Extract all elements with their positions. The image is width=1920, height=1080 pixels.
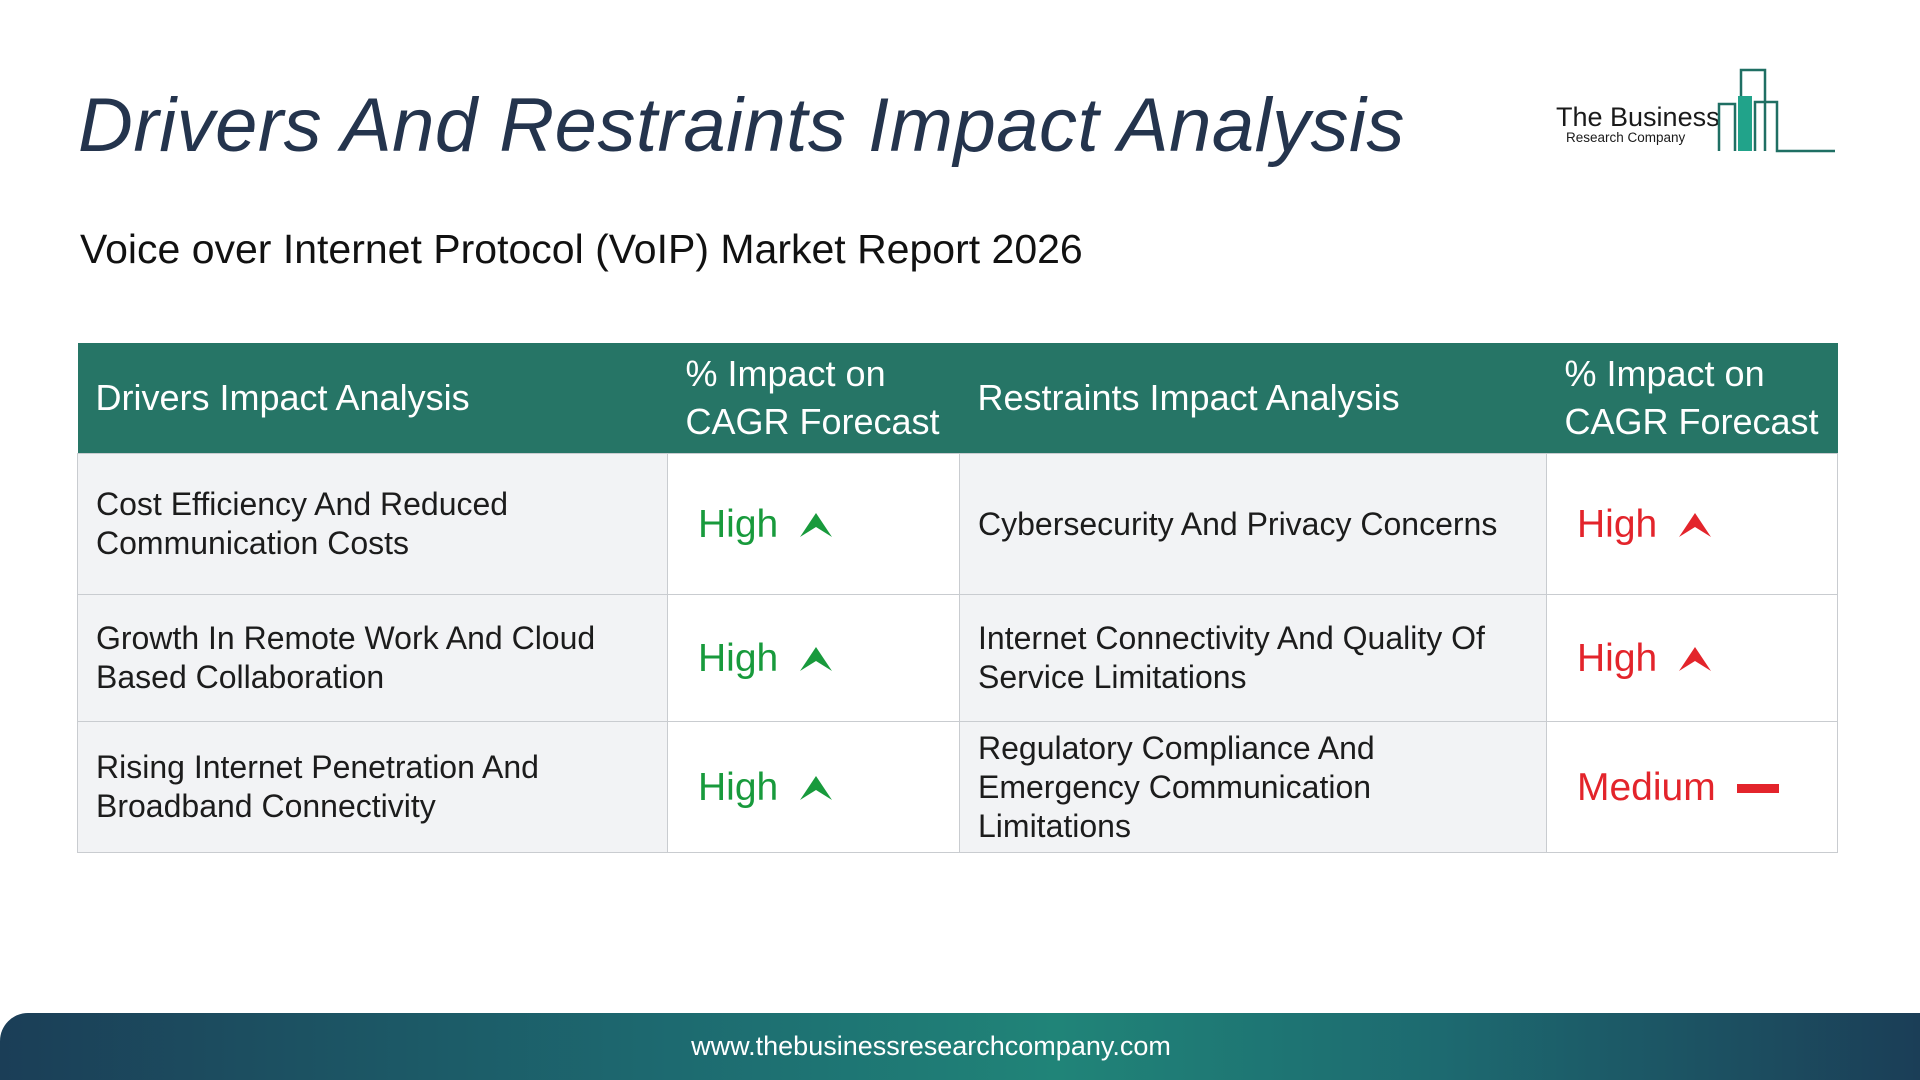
driver-impact-label: High [698, 503, 779, 547]
red-dash-icon [1736, 784, 1779, 794]
company-logo: The Business Research Company [1552, 66, 1837, 156]
logo-name: The Business [1556, 102, 1720, 132]
header-restraints: Restraints Impact Analysis [959, 343, 1547, 454]
restraint-impact-label: High [1577, 503, 1658, 547]
restraint-impact-cell: High [1546, 594, 1838, 722]
red-up-arrow-icon [1679, 513, 1712, 538]
driver-cell: Rising Internet Penetration And Broadban… [77, 721, 668, 853]
driver-impact-label: High [698, 637, 779, 681]
table-row: Rising Internet Penetration And Broadban… [77, 721, 1838, 853]
logo-subtitle: Research Company [1566, 130, 1686, 145]
driver-impact-cell: High [667, 721, 960, 853]
green-up-arrow-icon [800, 776, 833, 801]
red-up-arrow-icon [1679, 647, 1712, 672]
page-title: Drivers And Restraints Impact Analysis [78, 83, 1405, 168]
restraint-impact-label: High [1577, 637, 1658, 681]
impact-table: Drivers Impact Analysis % Impact on CAGR… [77, 343, 1838, 853]
table-header-row: Drivers Impact Analysis % Impact on CAGR… [77, 343, 1838, 454]
restraint-cell: Internet Connectivity And Quality Of Ser… [959, 594, 1547, 722]
footer-website-link[interactable]: www.thebusinessresearchcompany.com [691, 1031, 1171, 1061]
header-drivers: Drivers Impact Analysis [77, 343, 668, 454]
report-subtitle: Voice over Internet Protocol (VoIP) Mark… [80, 226, 1083, 272]
restraint-impact-cell: Medium [1546, 721, 1838, 853]
driver-impact-cell: High [667, 453, 960, 595]
restraint-impact-label: Medium [1577, 766, 1716, 810]
driver-cell: Growth In Remote Work And Cloud Based Co… [77, 594, 668, 722]
green-up-arrow-icon [800, 647, 833, 672]
table-row: Cost Efficiency And Reduced Communicatio… [77, 453, 1838, 595]
driver-impact-cell: High [667, 594, 960, 722]
green-up-arrow-icon [800, 513, 833, 538]
header-restraints-impact: % Impact on CAGR Forecast [1546, 343, 1838, 454]
footer-bar: www.thebusinessresearchcompany.com [0, 1013, 1920, 1080]
driver-cell: Cost Efficiency And Reduced Communicatio… [77, 453, 668, 595]
restraint-cell: Regulatory Compliance And Emergency Comm… [959, 721, 1547, 853]
restraint-impact-cell: High [1546, 453, 1838, 595]
driver-impact-label: High [698, 766, 779, 810]
restraint-cell: Cybersecurity And Privacy Concerns [959, 453, 1547, 595]
table-row: Growth In Remote Work And Cloud Based Co… [77, 594, 1838, 722]
header-drivers-impact: % Impact on CAGR Forecast [667, 343, 960, 454]
buildings-logo-icon [1717, 68, 1835, 153]
